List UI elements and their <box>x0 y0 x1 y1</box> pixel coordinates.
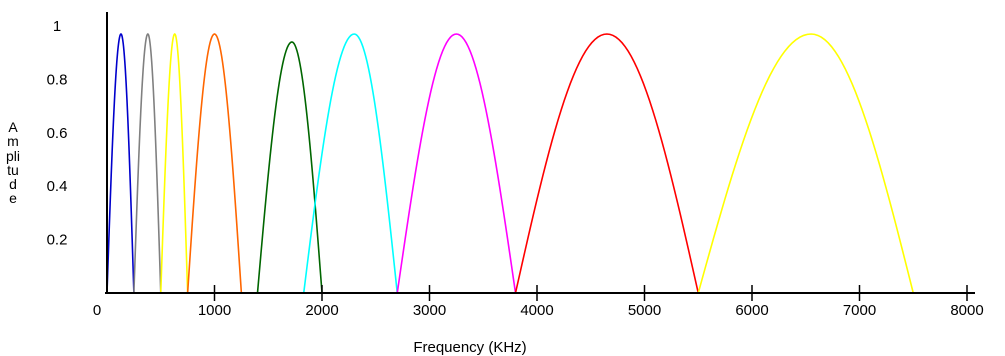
axes-group <box>105 12 975 294</box>
y-tick-label: 0.4 <box>47 178 68 195</box>
curves-group <box>106 32 915 294</box>
series-5-curve <box>256 41 323 294</box>
x-axis-label: Frequency (KHz) <box>413 339 526 356</box>
series-3-curve <box>159 32 189 294</box>
x-tick-label: 6000 <box>735 302 768 319</box>
x-tick-label: 5000 <box>628 302 661 319</box>
y-tick-label: 1 <box>53 18 61 35</box>
y-tick-label: 0.2 <box>47 232 68 249</box>
x-tick-label: 0 <box>93 302 101 319</box>
series-2-curve <box>133 32 162 294</box>
x-tick-label: 7000 <box>843 302 876 319</box>
x-tick-label: 4000 <box>520 302 553 319</box>
series-7-curve <box>396 33 517 294</box>
series-9-curve <box>697 33 915 294</box>
series-1-curve <box>106 32 135 294</box>
x-tick-label: 8000 <box>950 302 983 319</box>
x-tick-label: 2000 <box>305 302 338 319</box>
series-4-curve <box>186 33 243 294</box>
x-tick-label: 1000 <box>198 302 231 319</box>
y-tick-label: 0.6 <box>47 125 68 142</box>
series-8-curve <box>514 33 700 294</box>
series-6-curve <box>302 33 399 294</box>
y-tick-label: 0.8 <box>47 71 68 88</box>
ticks-group: 0 1000 2000 3000 4000 5000 6000 7000 8000 0.2 0.4 0… <box>47 18 984 319</box>
y-axis-label: Amplitude <box>6 119 21 207</box>
x-tick-label: 3000 <box>413 302 446 319</box>
